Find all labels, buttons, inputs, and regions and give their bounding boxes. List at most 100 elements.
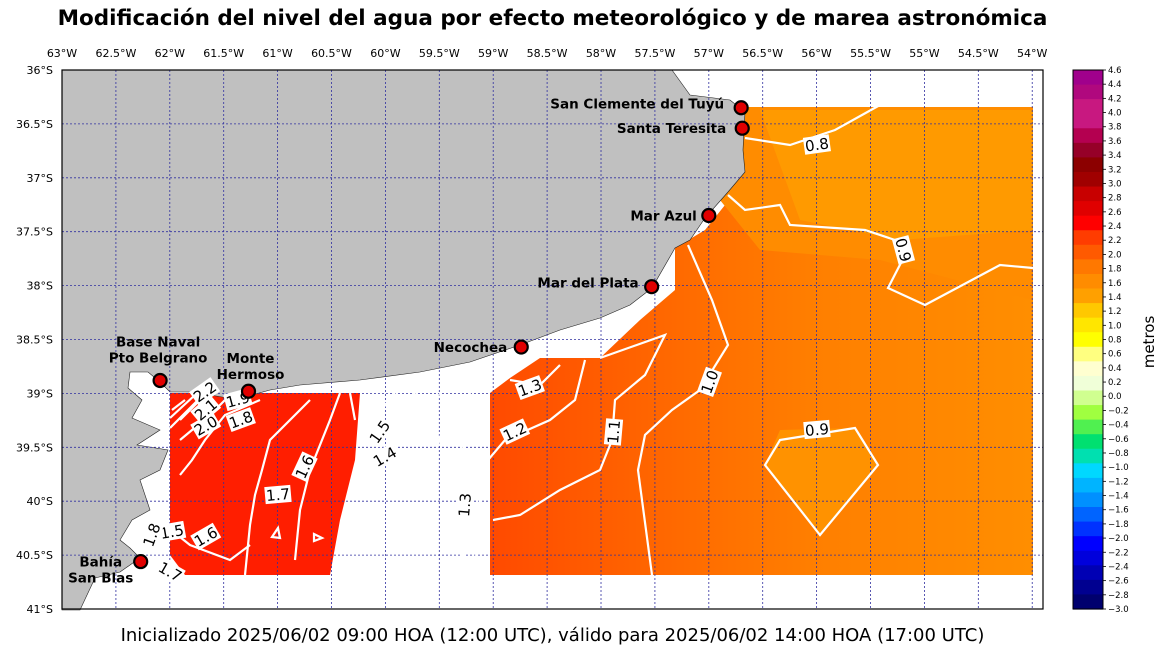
lon-tick-label: 57°W bbox=[694, 47, 724, 60]
station-marker-icon[interactable] bbox=[734, 120, 750, 136]
contour-label-bg bbox=[369, 442, 401, 471]
colorbar-swatch bbox=[1073, 171, 1103, 188]
contour-label-text: 0.9 bbox=[804, 420, 829, 440]
colorbar-tick-label: 2.4 bbox=[1108, 222, 1122, 232]
station-label: San Blas bbox=[68, 571, 133, 587]
contour-label-text: 0.9 bbox=[891, 236, 915, 264]
colorbar-tick-label: 2.0 bbox=[1108, 250, 1122, 260]
contour-label-bg bbox=[190, 394, 222, 425]
lon-tick-label: 62°W bbox=[155, 47, 185, 60]
lat-tick-label: 39°S bbox=[27, 387, 53, 400]
colorbar-tick-label: −2.4 bbox=[1108, 562, 1129, 572]
colorbar-swatch bbox=[1073, 99, 1103, 115]
colorbar-tick-label: 2.2 bbox=[1108, 236, 1122, 246]
station-marker-icon[interactable] bbox=[240, 383, 257, 399]
colorbar-tick-label: 1.4 bbox=[1108, 293, 1122, 303]
contour-label-bg bbox=[499, 418, 531, 445]
colorbar-tick-label: 0.6 bbox=[1108, 350, 1122, 360]
contour-hatch-2 bbox=[169, 399, 199, 429]
lon-tick-label: 56.5°W bbox=[742, 47, 783, 60]
lat-tick-label: 36°S bbox=[27, 64, 53, 77]
contour-hatch-1 bbox=[169, 394, 196, 419]
station-marker-icon[interactable] bbox=[133, 553, 149, 570]
contour-label-bg bbox=[157, 520, 187, 543]
colorbar-tick-label: −1.4 bbox=[1108, 492, 1129, 502]
lon-tick-label: 56°W bbox=[801, 47, 831, 60]
contour-label-bg bbox=[154, 557, 186, 586]
colorbar: 4.6 4.4 4.2 4.0 3.8 3.6 3.4 3.2 3.0 2.8 2.6 2.4 2.2 2… bbox=[1072, 66, 1158, 615]
station-marker-icon[interactable] bbox=[644, 279, 660, 295]
colorbar-swatch bbox=[1073, 259, 1103, 275]
lat-tick-label: 37°S bbox=[27, 172, 53, 185]
colorbar-swatch bbox=[1073, 507, 1103, 523]
colorbar-swatch bbox=[1073, 361, 1103, 377]
colorbar-tick-label: −1.2 bbox=[1108, 477, 1129, 487]
station-label: Monte bbox=[227, 351, 275, 367]
colorbar-swatch bbox=[1073, 142, 1103, 159]
contour-label-bg bbox=[891, 235, 916, 265]
colorbar-swatch bbox=[1073, 375, 1103, 392]
colorbar-tick-label: −2.2 bbox=[1108, 548, 1129, 558]
colorbar-swatch bbox=[1073, 405, 1103, 421]
station-marker-icon[interactable] bbox=[513, 339, 529, 355]
contour-label-text: 1.1 bbox=[604, 419, 624, 444]
station-san-clemente-del-tuy-[interactable]: San Clemente del Tuyú bbox=[550, 97, 749, 116]
contour-label-bg bbox=[697, 366, 722, 397]
lat-tick-label: 41°S bbox=[27, 603, 53, 616]
colorbar-tick-label: 3.6 bbox=[1108, 137, 1122, 147]
colorbar-tick-label: −0.4 bbox=[1108, 421, 1129, 431]
colorbar-swatch bbox=[1073, 521, 1103, 537]
station-mar-azul[interactable]: Mar Azul bbox=[630, 207, 717, 225]
station-marker-icon[interactable] bbox=[152, 372, 168, 389]
contour-label: 0.8 bbox=[802, 134, 831, 156]
station-santa-teresita[interactable]: Santa Teresita bbox=[617, 120, 750, 137]
colorbar-swatch bbox=[1073, 434, 1103, 450]
colorbar-tick-label: 1.0 bbox=[1108, 321, 1122, 331]
colorbar-swatch bbox=[1073, 463, 1103, 479]
contour-small-loop-1 bbox=[270, 525, 282, 540]
station-marker-icon[interactable] bbox=[733, 100, 749, 116]
station-label: Santa Teresita bbox=[617, 121, 726, 137]
contour-labels: 0.80.90.91.01.11.21.31.31.41.51.61.71.81… bbox=[139, 134, 916, 586]
station-label: Hermoso bbox=[217, 367, 285, 383]
station-label: Mar del Plata bbox=[537, 276, 638, 292]
colorbar-swatch bbox=[1073, 215, 1103, 231]
colorbar-swatch bbox=[1073, 157, 1103, 173]
lon-tick-label: 63°W bbox=[47, 47, 77, 60]
map-frame bbox=[61, 69, 1044, 610]
colorbar-swatch bbox=[1073, 492, 1103, 508]
contour-label-text: 1.3 bbox=[455, 492, 475, 517]
lon-tick-label: 58°W bbox=[586, 47, 616, 60]
contour-label-text: 1.5 bbox=[159, 521, 186, 543]
colorbar-swatch bbox=[1073, 230, 1103, 246]
colorbar-tick-label: 1.2 bbox=[1108, 307, 1122, 317]
contour-1.7 bbox=[243, 399, 311, 576]
station-necochea[interactable]: Necochea bbox=[434, 339, 529, 356]
station-mar-del-plata[interactable]: Mar del Plata bbox=[537, 276, 660, 295]
station-label: San Clemente del Tuyú bbox=[550, 97, 724, 113]
contour-1.8 bbox=[179, 398, 261, 476]
colorbar-swatch bbox=[1073, 346, 1103, 362]
colorbar-tick-label: −0.6 bbox=[1108, 435, 1129, 445]
station-label: Pto Belgrano bbox=[109, 350, 208, 366]
water-level-field-high bbox=[170, 393, 360, 575]
map-title: Modificación del nivel del agua por efec… bbox=[57, 6, 1048, 31]
contour-label-bg bbox=[603, 418, 624, 446]
station-marker-icon[interactable] bbox=[701, 207, 717, 224]
lat-tick-label: 38°S bbox=[27, 280, 53, 293]
contour-label: 1.3 bbox=[454, 491, 475, 519]
sea-field bbox=[170, 107, 1033, 575]
contour-label-bg bbox=[514, 375, 545, 400]
contour-0.9-loop bbox=[763, 426, 880, 537]
colorbar-tick-label: 0.4 bbox=[1108, 364, 1122, 374]
contour-label-bg bbox=[365, 416, 395, 448]
station-label: Base Naval bbox=[116, 334, 200, 350]
lat-tick-label: 40.5°S bbox=[16, 549, 53, 562]
contour-label-bg bbox=[225, 407, 256, 432]
colorbar-tick-label: 2.6 bbox=[1108, 208, 1122, 218]
lon-tick-label: 54°W bbox=[1017, 47, 1047, 60]
colorbar-tick-label: 3.8 bbox=[1108, 123, 1122, 133]
